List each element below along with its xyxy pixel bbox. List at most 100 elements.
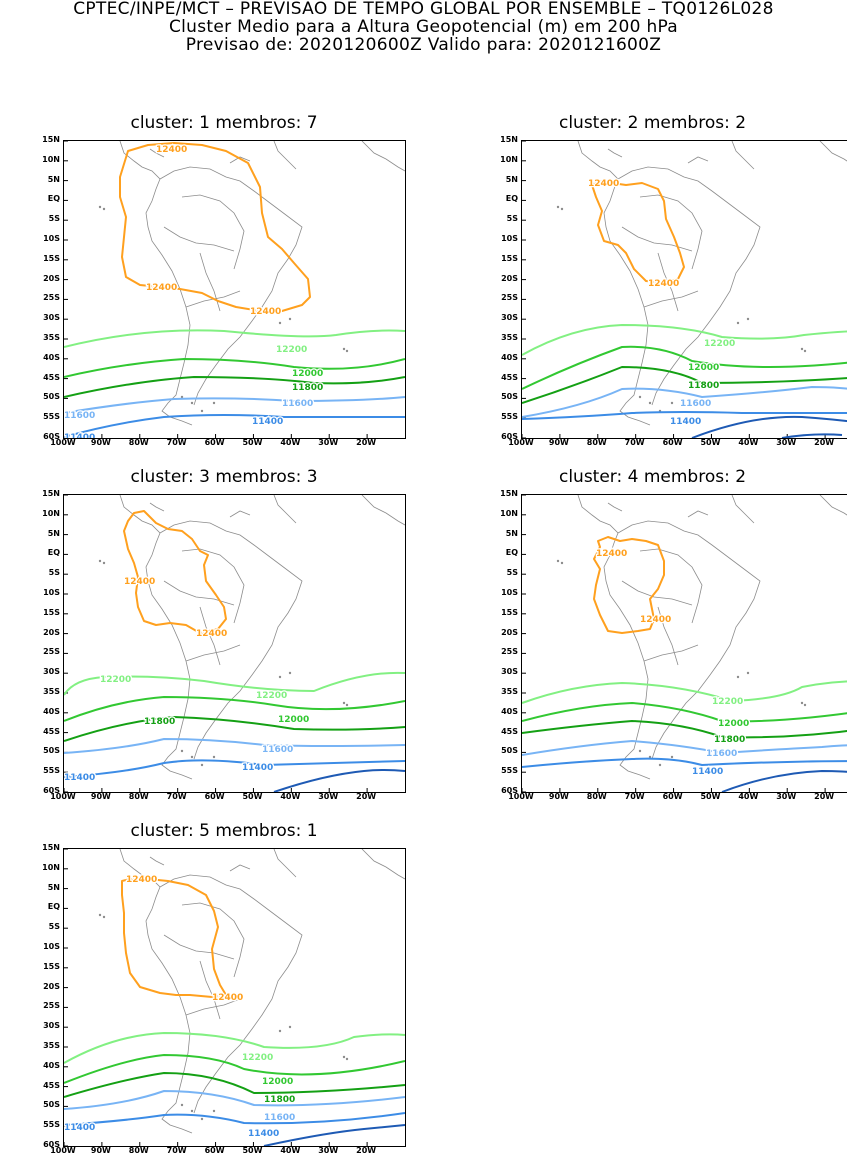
y-tick-label: EQ [47, 902, 60, 912]
y-tick-label: 10S [43, 942, 60, 951]
island [102, 561, 106, 565]
y-tick-label: 10N [42, 508, 60, 518]
island [288, 671, 292, 675]
contour-label: 11800 [144, 717, 175, 727]
contour-line-12000 [64, 1054, 405, 1084]
y-tick-label: 15N [500, 135, 518, 144]
y-tick-label: 55S [501, 412, 518, 422]
contour-line-12400 [123, 510, 227, 634]
island [278, 1029, 282, 1033]
coastline [163, 934, 235, 960]
x-tick-label: 70W [166, 1146, 187, 1155]
contour-label: 12200 [100, 675, 131, 685]
contour-line-12200 [522, 680, 847, 704]
contour-label: 12400 [212, 993, 243, 1003]
contour-label: 12400 [588, 179, 619, 189]
contour-line-12400 [119, 142, 311, 312]
island [342, 701, 346, 705]
map-canvas: 12400 12400 12400 12200 12000 11800 11600 11600… [64, 141, 405, 438]
y-tick-label: 35S [501, 687, 518, 696]
map-panel: 12400 12400 12400 12200 12000 11800 11600 11600… [63, 140, 406, 439]
y-tick-label: 35S [43, 687, 60, 696]
y-tick-label: 45S [501, 372, 518, 382]
x-tick-label: 90W [548, 438, 569, 447]
x-tick-label: 20W [814, 792, 835, 801]
contour-line-12200 [64, 329, 405, 348]
contour-label: 11400 [64, 433, 95, 438]
y-tick-label: 40S [501, 706, 518, 716]
y-tick-label: 5N [505, 528, 518, 538]
y-tick-label: 10S [43, 234, 60, 243]
island [648, 755, 652, 759]
y-tick-label: 40S [43, 706, 60, 716]
contour-label: 12000 [278, 715, 309, 725]
x-tick-label: 50W [242, 792, 263, 801]
x-tick-label: 90W [548, 792, 569, 801]
y-tick-label: EQ [47, 548, 60, 558]
x-tick-label: 30W [318, 1146, 339, 1155]
contour-line-11200 [273, 769, 405, 792]
contour-label: 12200 [242, 1053, 273, 1063]
x-tick-label: 100W [50, 792, 76, 801]
island [670, 755, 674, 759]
contour-label: 12200 [256, 691, 287, 701]
x-tick-label: 90W [90, 438, 111, 447]
island [803, 349, 807, 353]
contour-label: 12400 [640, 615, 671, 625]
x-tick-label: 80W [586, 792, 607, 801]
y-tick-label: 55S [43, 766, 60, 776]
x-tick-label: 80W [586, 438, 607, 447]
y-tick-label: 5S [506, 214, 518, 224]
y-tick-label: 15S [43, 961, 60, 971]
y-tick-label: 15N [42, 489, 60, 498]
x-tick-label: 40W [738, 438, 759, 447]
contour-line-11800 [522, 720, 847, 739]
y-tick-label: 10N [42, 862, 60, 872]
y-tick-label: 5N [505, 174, 518, 184]
x-tick-label: 50W [242, 438, 263, 447]
y-tick-label: 15S [43, 253, 60, 263]
island [200, 409, 204, 413]
y-tick-label: 15N [500, 489, 518, 498]
y-tick-label: 5S [506, 568, 518, 578]
coastline [159, 166, 303, 406]
x-tick-label: 60W [204, 1146, 225, 1155]
y-tick-label: 60S [501, 432, 518, 441]
coastline [819, 495, 847, 516]
y-tick-label: 25S [43, 1001, 60, 1011]
contour-line-11600 [64, 396, 405, 414]
y-tick-label: 20S [43, 627, 60, 637]
coastline [643, 644, 699, 662]
coastline [185, 644, 241, 662]
contour-line-11200 [781, 433, 843, 438]
island [102, 915, 106, 919]
map-panel: 12400 12400 12200 12200 12000 11800 11600 11400… [63, 494, 406, 793]
island [102, 207, 106, 211]
coastline [273, 849, 297, 878]
island [180, 395, 184, 399]
y-tick-label: 40S [43, 1060, 60, 1070]
contour-line-11800 [522, 366, 847, 404]
x-tick-label: 50W [700, 438, 721, 447]
coastline [361, 495, 405, 526]
coastline [273, 141, 297, 170]
island [200, 763, 204, 767]
map-canvas: 12400 12400 12200 12000 11800 11600 11400 [522, 495, 847, 792]
contour-line-11800 [64, 1072, 405, 1098]
y-tick-label: 45S [43, 372, 60, 382]
x-tick-label: 30W [776, 438, 797, 447]
y-tick-label: 55S [43, 412, 60, 422]
island [342, 347, 346, 351]
contour-line-11600 [64, 738, 405, 754]
y-tick-label: 30S [43, 313, 60, 323]
coastline [621, 226, 693, 252]
coastline [199, 252, 221, 312]
contour-label: 11800 [292, 383, 323, 393]
coastline [163, 226, 235, 252]
y-tick-label: 50S [501, 392, 518, 402]
y-tick-label: 60S [43, 786, 60, 795]
contour-label: 11600 [706, 749, 737, 759]
y-tick-label: 45S [501, 726, 518, 736]
header-line-1: CPTEC/INPE/MCT – PREVISAO DE TEMPO GLOBA… [73, 0, 774, 19]
contour-label: 12400 [156, 145, 187, 155]
